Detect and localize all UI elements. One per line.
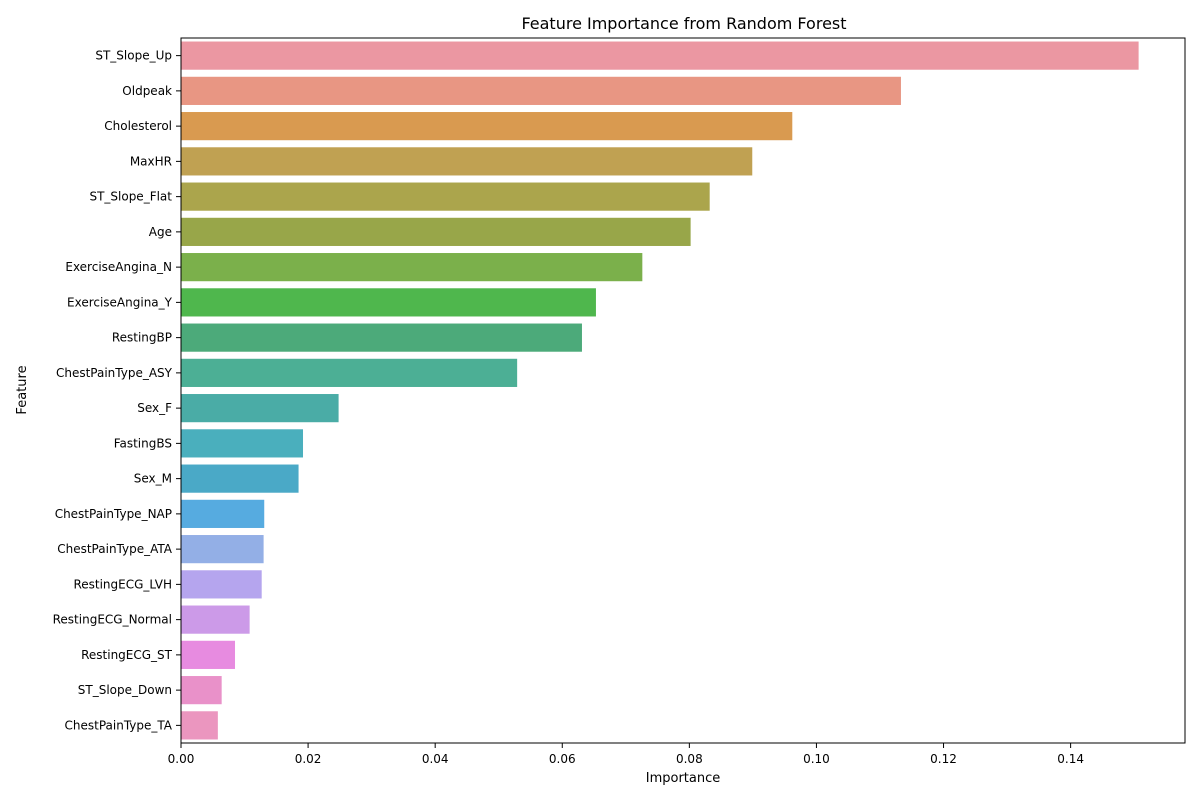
bar-ChestPainType_ATA xyxy=(181,535,264,564)
x-tick-label: 0.14 xyxy=(1057,752,1084,766)
y-tick-label: RestingECG_ST xyxy=(81,648,173,662)
y-tick-label: ST_Slope_Flat xyxy=(89,190,172,204)
bars-group xyxy=(181,41,1139,740)
bar-Oldpeak xyxy=(181,76,901,105)
x-tick-label: 0.06 xyxy=(549,752,576,766)
bar-ST_Slope_Up xyxy=(181,41,1139,70)
x-axis-ticks: 0.00 0.02 0.04 0.06 0.08 0.10 0.12 0.14 xyxy=(168,743,1084,766)
y-tick-label: RestingBP xyxy=(112,331,172,345)
y-tick-label: ExerciseAngina_Y xyxy=(67,295,173,309)
y-axis-label: Feature xyxy=(15,365,30,414)
bar-ExerciseAngina_N xyxy=(181,253,643,282)
y-tick-label: ExerciseAngina_N xyxy=(65,260,172,274)
y-tick-label: Oldpeak xyxy=(122,84,172,98)
bar-ChestPainType_ASY xyxy=(181,358,518,387)
y-tick-label: FastingBS xyxy=(114,436,172,450)
y-tick-label: Sex_M xyxy=(134,472,172,486)
x-tick-label: 0.02 xyxy=(295,752,322,766)
bar-RestingECG_ST xyxy=(181,640,236,669)
bar-ExerciseAngina_Y xyxy=(181,288,596,317)
x-tick-label: 0.12 xyxy=(930,752,957,766)
bar-ChestPainType_TA xyxy=(181,711,218,740)
y-tick-label: Age xyxy=(149,225,172,239)
bar-RestingECG_Normal xyxy=(181,605,250,634)
y-axis-ticks: ST_Slope_Up Oldpeak Cholesterol MaxHR ST_Slo… xyxy=(53,49,181,732)
plot-frame xyxy=(180,37,1186,744)
x-tick-label: 0.00 xyxy=(168,752,195,766)
chart-title: Feature Importance from Random Forest xyxy=(521,14,846,33)
y-tick-label: ChestPainType_ATA xyxy=(57,542,173,556)
bar-Sex_M xyxy=(181,464,299,493)
y-tick-label: ChestPainType_NAP xyxy=(55,507,172,521)
y-tick-label: MaxHR xyxy=(130,154,172,168)
y-tick-label: ChestPainType_ASY xyxy=(56,366,173,380)
bar-Age xyxy=(181,217,691,246)
y-tick-label: RestingECG_LVH xyxy=(73,577,172,591)
y-tick-label: Cholesterol xyxy=(104,119,172,133)
bar-ST_Slope_Down xyxy=(181,676,222,705)
y-tick-label: RestingECG_Normal xyxy=(53,613,172,627)
bar-ChestPainType_NAP xyxy=(181,499,265,528)
bar-RestingECG_LVH xyxy=(181,570,262,599)
x-tick-label: 0.08 xyxy=(676,752,703,766)
bar-MaxHR xyxy=(181,147,753,176)
x-axis-label: Importance xyxy=(646,771,721,786)
y-tick-label: ChestPainType_TA xyxy=(65,718,173,732)
y-tick-label: ST_Slope_Up xyxy=(95,49,172,63)
bar-FastingBS xyxy=(181,429,304,458)
x-tick-label: 0.10 xyxy=(803,752,830,766)
y-tick-label: ST_Slope_Down xyxy=(78,683,172,697)
bar-Cholesterol xyxy=(181,112,793,141)
bar-RestingBP xyxy=(181,323,582,352)
bar-Sex_F xyxy=(181,394,339,423)
y-tick-label: Sex_F xyxy=(137,401,172,415)
x-tick-label: 0.04 xyxy=(422,752,449,766)
bar-ST_Slope_Flat xyxy=(181,182,710,211)
